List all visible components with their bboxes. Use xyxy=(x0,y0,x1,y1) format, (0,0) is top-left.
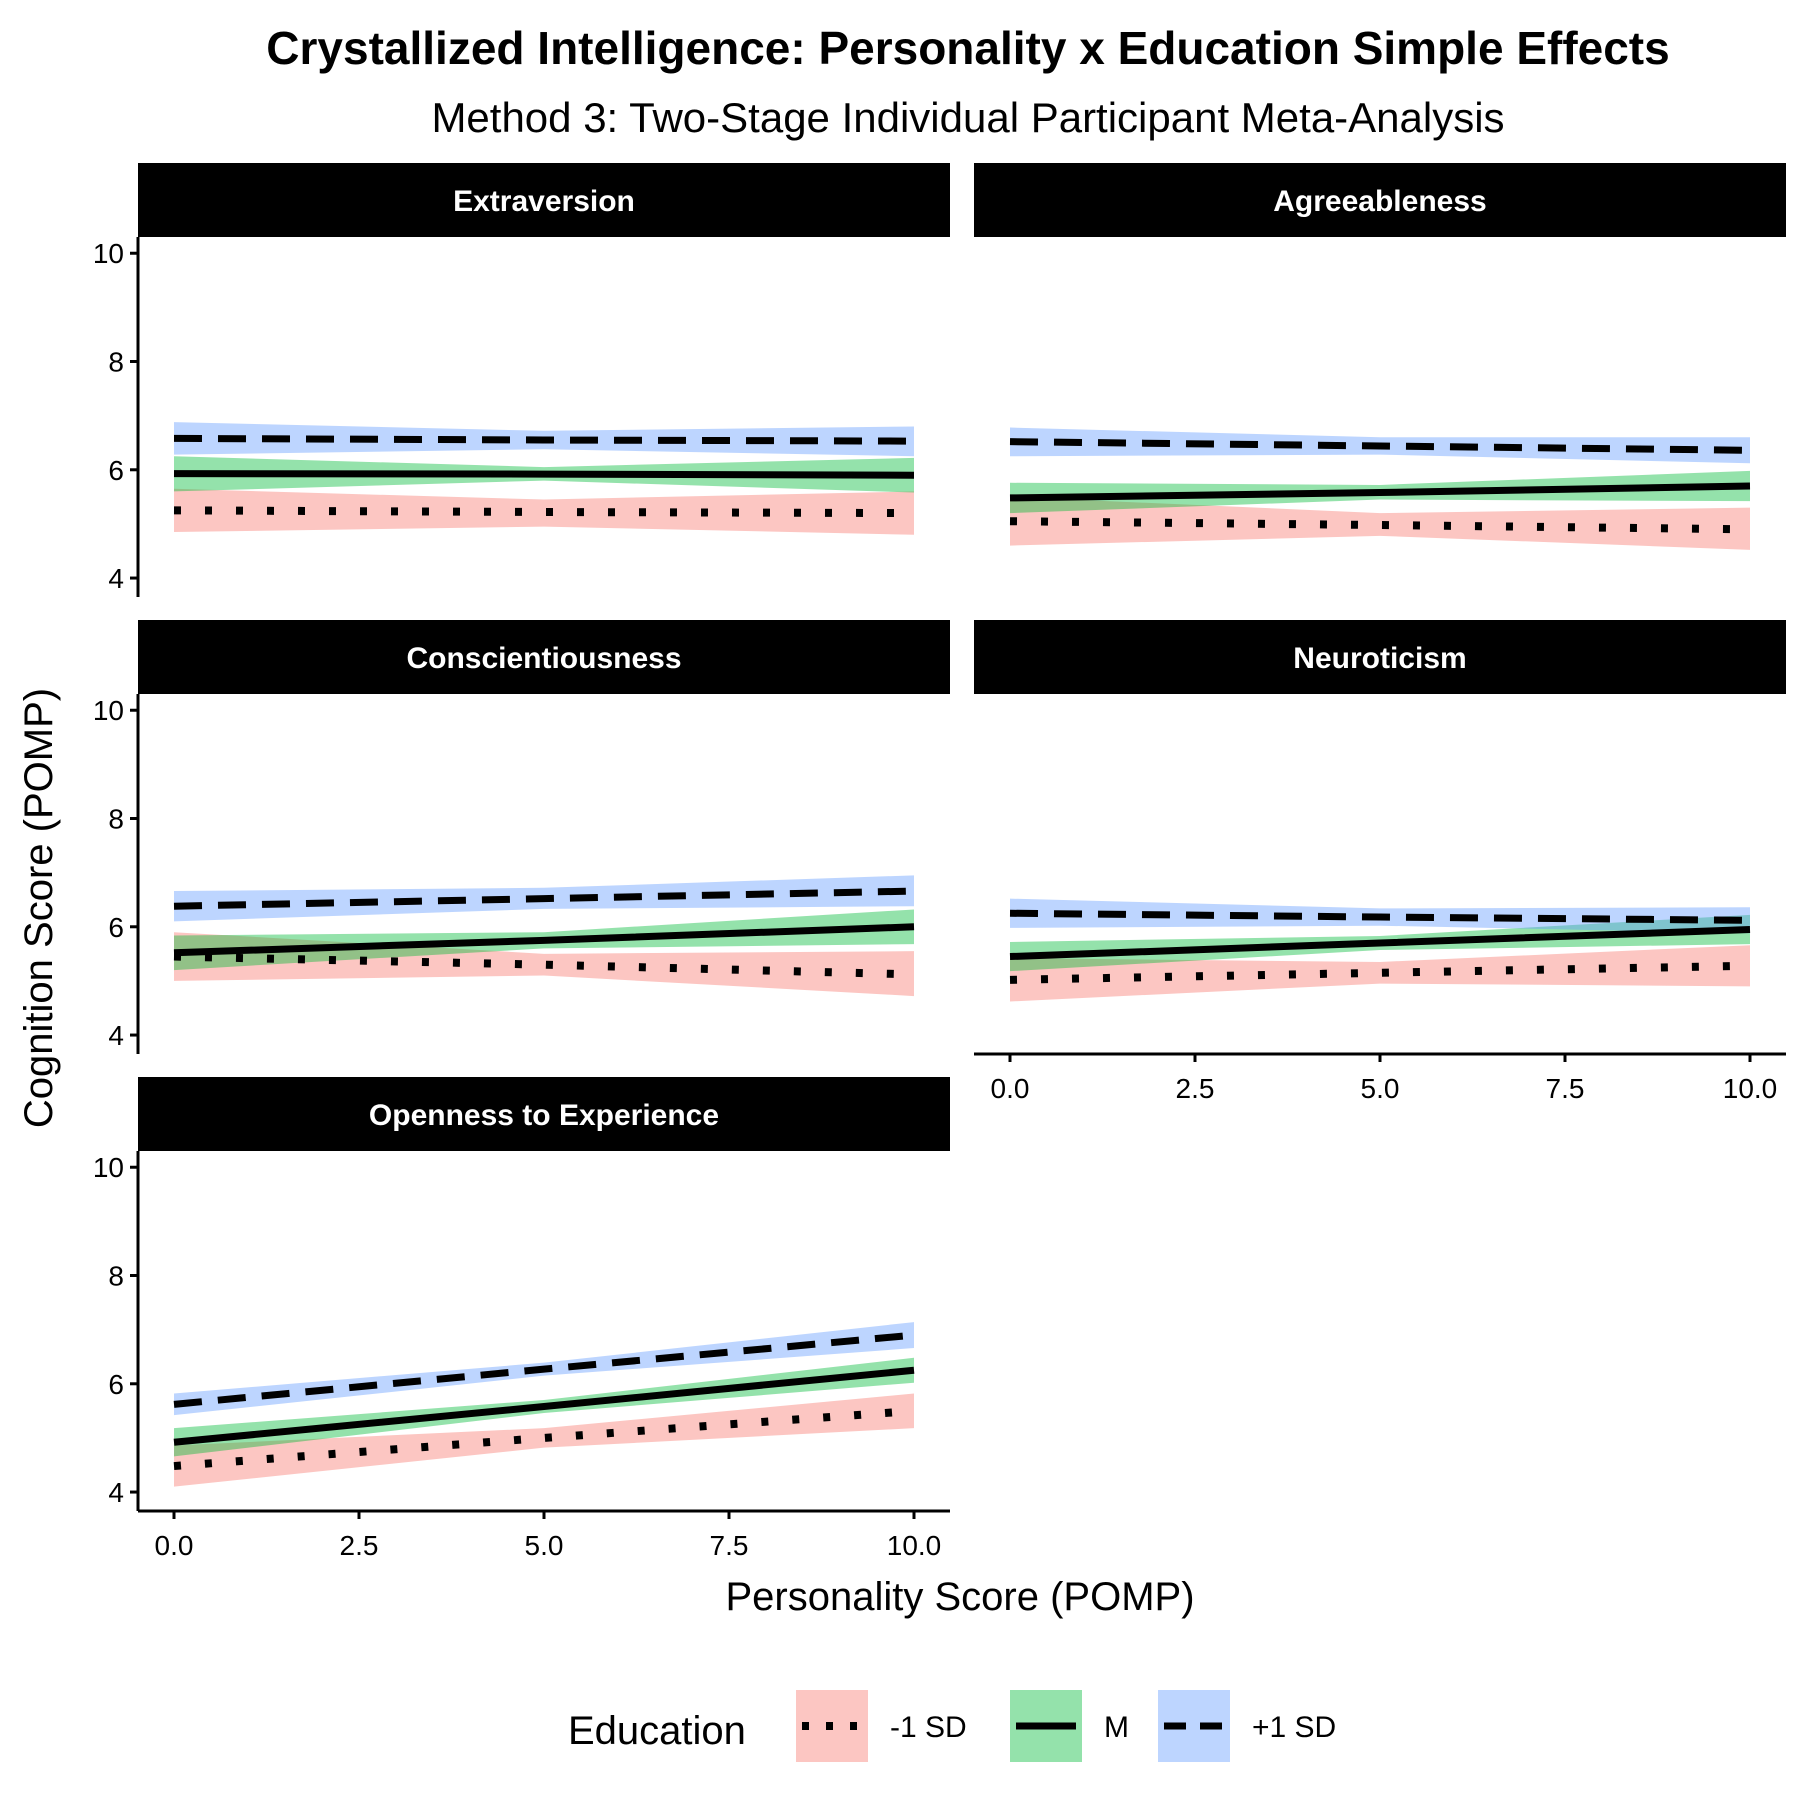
series-line-+1 SD xyxy=(173,887,915,910)
ci-ribbon--1 SD xyxy=(174,488,914,535)
x-tick-label: 0.0 xyxy=(155,1530,194,1561)
series-line-+1 SD xyxy=(173,434,915,445)
legend-label: +1 SD xyxy=(1252,1711,1336,1744)
y-tick-label: 10 xyxy=(93,695,124,726)
y-tick-label: 10 xyxy=(93,1152,124,1183)
y-tick-label: 8 xyxy=(108,1261,124,1292)
series-line-M xyxy=(173,923,915,957)
facet-panel: Conscientiousness 4 6 8 10 xyxy=(93,620,950,1054)
x-tick-label: 2.5 xyxy=(1176,1073,1215,1104)
facet-strip-label: Neuroticism xyxy=(1293,642,1466,675)
x-tick-label: 5.0 xyxy=(1361,1073,1400,1104)
facet-strip xyxy=(138,620,950,694)
x-tick-label: 7.5 xyxy=(710,1530,749,1561)
facet-panel: Openness to Experience 4 6 8 10 0.0 2.5 5.0 7.5 1… xyxy=(93,1077,950,1561)
ci-ribbon--1 SD xyxy=(1010,945,1750,1002)
facet-panel: Agreeableness xyxy=(974,163,1786,550)
series-line-+1 SD xyxy=(173,1331,915,1408)
x-tick-label: 10.0 xyxy=(887,1530,942,1561)
series-line-M xyxy=(1009,925,1751,961)
x-tick-label: 7.5 xyxy=(1546,1073,1585,1104)
facet-strip-label: Conscientiousness xyxy=(406,642,681,675)
facet-strip-label: Openness to Experience xyxy=(369,1099,719,1132)
legend-label: -1 SD xyxy=(890,1711,967,1744)
legend-item: +1 SD xyxy=(1158,1690,1336,1762)
facet-panel: Extraversion 4 6 8 10 xyxy=(93,163,950,597)
series-line-M xyxy=(173,470,915,479)
series-line-+1 SD xyxy=(1009,909,1751,924)
facet-panel: Neuroticism 0.0 2.5 5.0 7.5 10.0 xyxy=(974,620,1786,1104)
facet-strip xyxy=(138,163,950,237)
y-tick-label: 6 xyxy=(108,1369,124,1400)
series-line-M xyxy=(173,1366,915,1446)
y-tick-label: 8 xyxy=(108,804,124,835)
y-tick-label: 4 xyxy=(108,1477,124,1508)
facet-panels: Extraversion 4 6 8 10 Agreeableness Conscienti… xyxy=(93,163,1786,1561)
legend-item: -1 SD xyxy=(796,1690,967,1762)
y-tick-label: 8 xyxy=(108,347,124,378)
legend: Education -1 SD M +1 SD xyxy=(568,1690,1336,1762)
facet-strip xyxy=(974,620,1786,694)
facet-strip-label: Agreeableness xyxy=(1273,185,1486,218)
y-tick-label: 10 xyxy=(93,238,124,269)
legend-label: M xyxy=(1104,1711,1129,1744)
x-tick-label: 0.0 xyxy=(991,1073,1030,1104)
x-tick-label: 10.0 xyxy=(1723,1073,1778,1104)
y-axis-title: Cognition Score (POMP) xyxy=(17,688,61,1128)
series-line-M xyxy=(1009,482,1751,502)
chart-title: Crystallized Intelligence: Personality x… xyxy=(266,22,1669,74)
facet-strip-label: Extraversion xyxy=(453,185,635,218)
y-tick-label: 4 xyxy=(108,563,124,594)
y-tick-label: 6 xyxy=(108,912,124,943)
series-line-+1 SD xyxy=(1009,438,1751,454)
y-tick-label: 6 xyxy=(108,455,124,486)
facet-strip xyxy=(974,163,1786,237)
legend-title: Education xyxy=(568,1709,746,1753)
y-tick-label: 4 xyxy=(108,1020,124,1051)
legend-item: M xyxy=(1010,1690,1129,1762)
ci-ribbon--1 SD xyxy=(174,1393,914,1487)
x-tick-label: 5.0 xyxy=(525,1530,564,1561)
x-tick-label: 2.5 xyxy=(340,1530,379,1561)
x-axis-title: Personality Score (POMP) xyxy=(725,1575,1194,1619)
ci-ribbon--1 SD xyxy=(1010,496,1750,550)
facet-strip xyxy=(138,1077,950,1151)
chart-subtitle: Method 3: Two-Stage Individual Participa… xyxy=(431,94,1504,141)
